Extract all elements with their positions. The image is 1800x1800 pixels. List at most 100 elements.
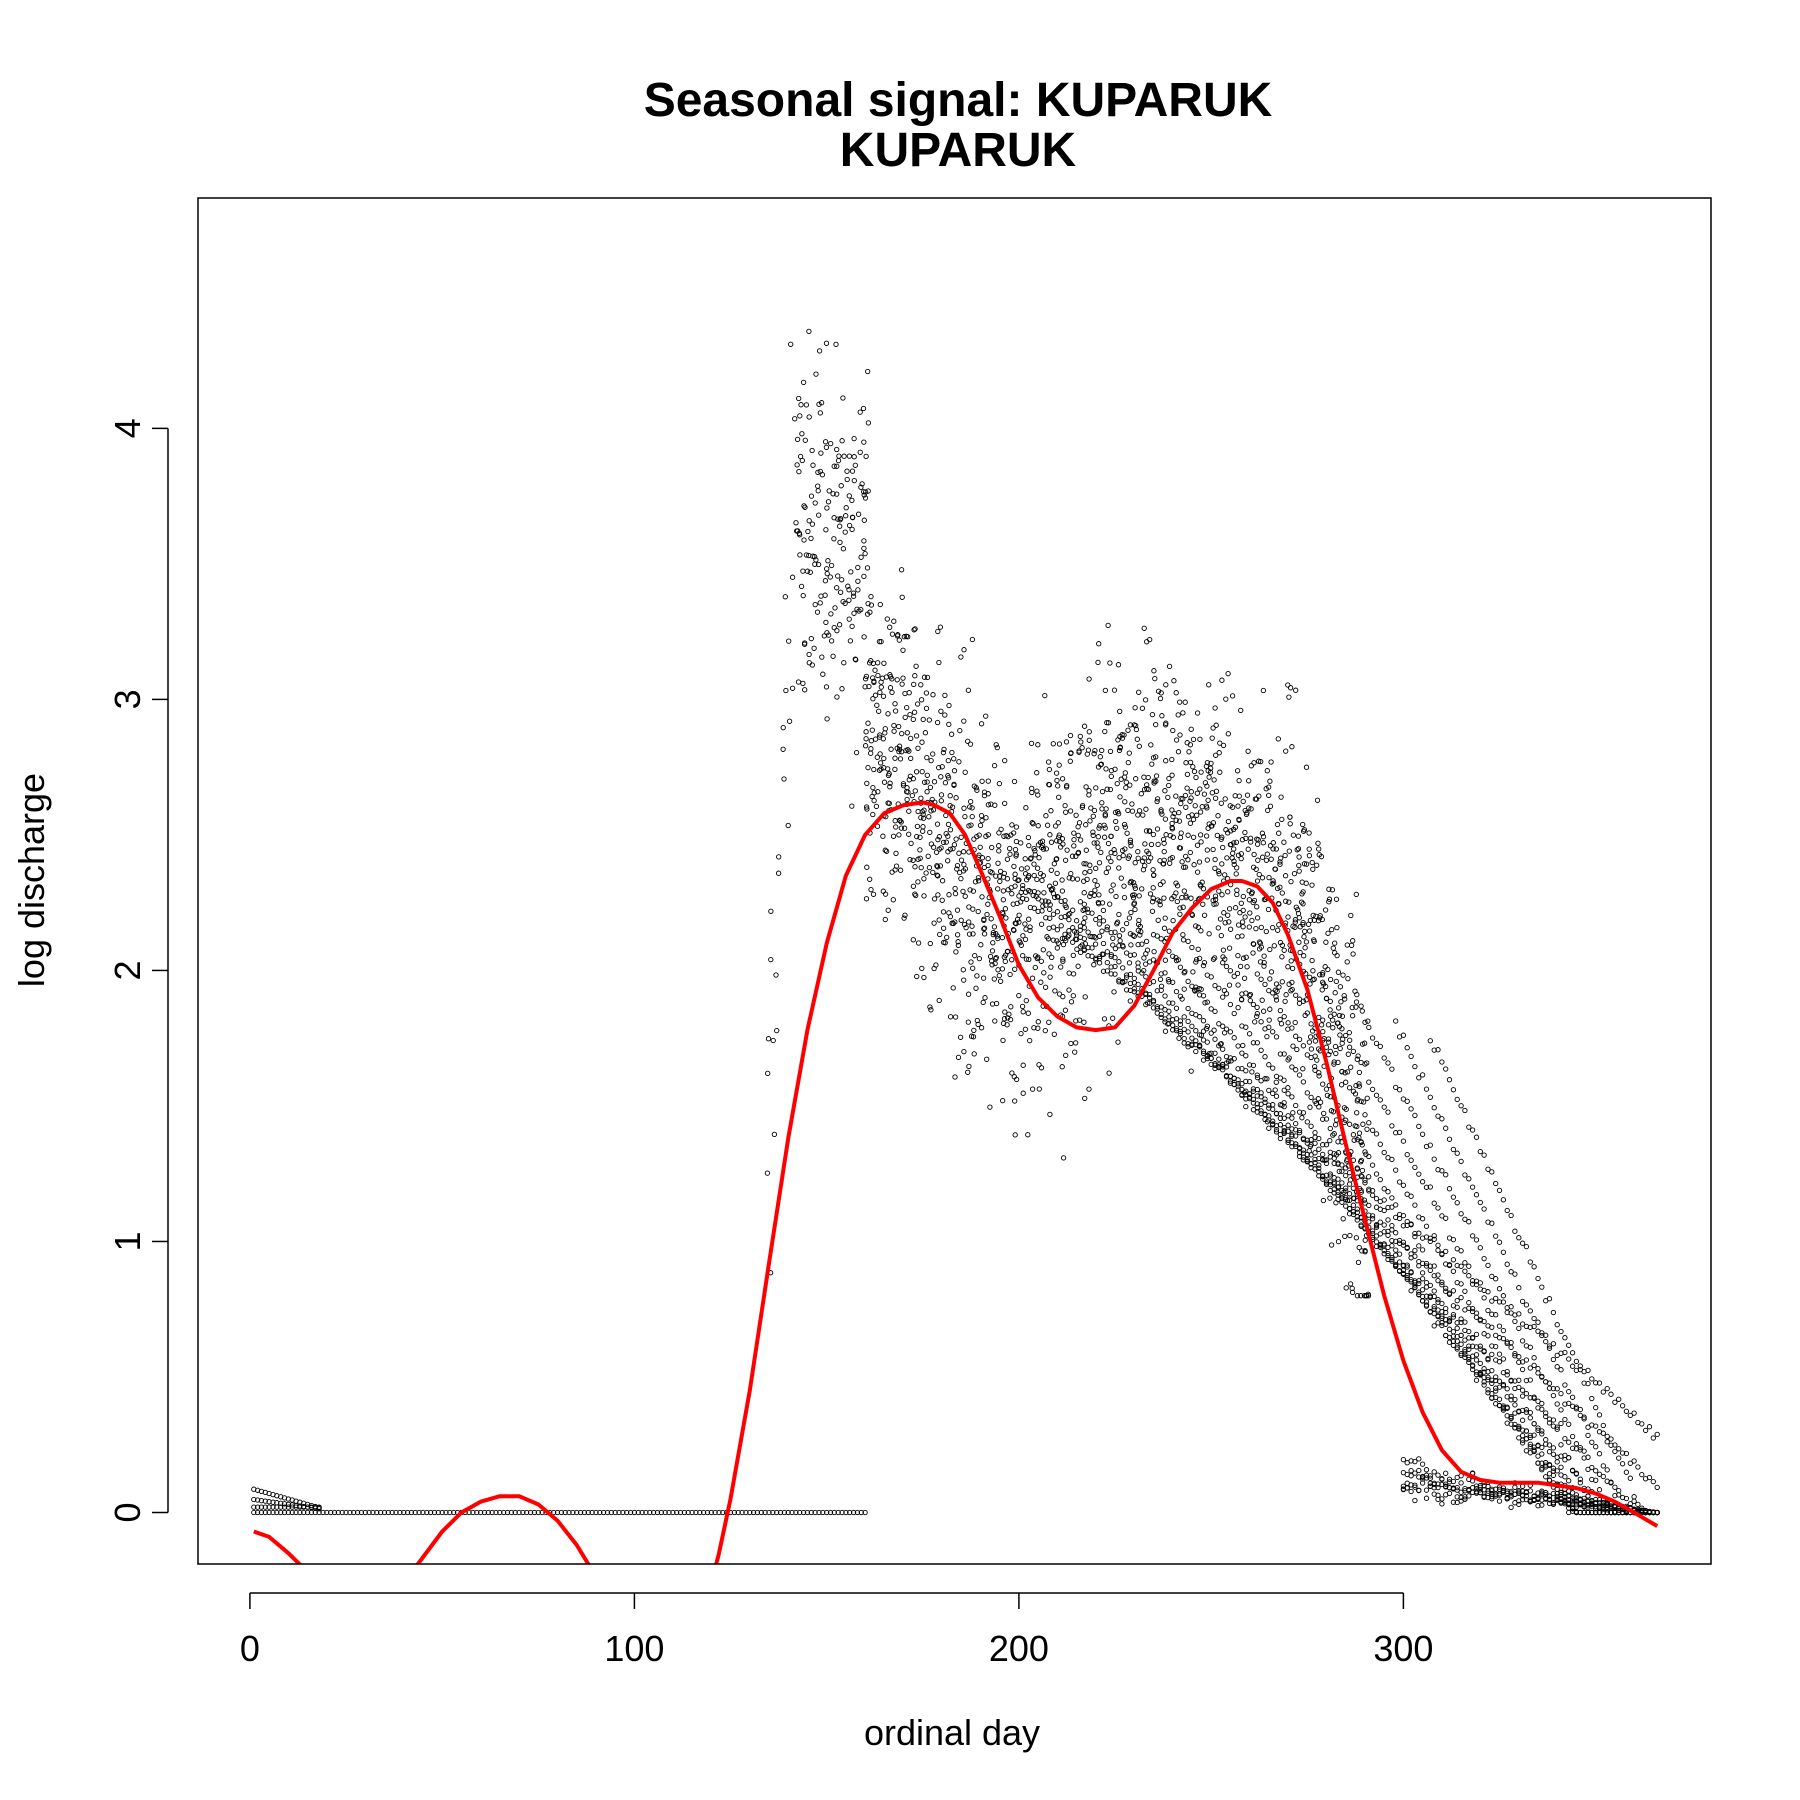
data-point (1496, 1286, 1503, 1292)
data-point (1039, 877, 1045, 884)
data-point (1282, 873, 1289, 879)
data-point (1550, 1341, 1557, 1347)
data-point (643, 1509, 649, 1516)
data-point (1112, 971, 1118, 977)
data-point (1190, 834, 1197, 840)
data-point (918, 864, 924, 871)
data-point (1342, 996, 1348, 1002)
data-point (1550, 1465, 1557, 1471)
data-point (1213, 722, 1219, 728)
data-point (1408, 1106, 1414, 1112)
data-point (842, 529, 848, 535)
data-point (955, 942, 962, 949)
data-point (1159, 713, 1165, 719)
data-point (793, 1509, 799, 1516)
data-point (1285, 1057, 1291, 1063)
data-point (1334, 924, 1340, 931)
data-point (831, 463, 837, 469)
data-point (1523, 1357, 1530, 1363)
data-point (377, 1509, 384, 1516)
data-point (1523, 1302, 1530, 1308)
data-point (1335, 1020, 1341, 1026)
data-point (1546, 1497, 1553, 1503)
data-point (1076, 1017, 1083, 1023)
data-point (1261, 963, 1267, 969)
data-point (1508, 1415, 1514, 1422)
data-point (1126, 915, 1133, 921)
data-point (1252, 1019, 1258, 1025)
data-point (1596, 1451, 1603, 1457)
data-point (1173, 880, 1179, 886)
data-point (1500, 1383, 1507, 1389)
data-point (780, 746, 786, 752)
data-point (1275, 927, 1281, 933)
data-point (1277, 939, 1284, 946)
data-point (816, 348, 823, 354)
data-point (1381, 1247, 1387, 1254)
data-point (1201, 791, 1208, 797)
data-point (813, 557, 819, 563)
data-point (958, 654, 964, 660)
data-point (923, 705, 930, 712)
data-point (1350, 938, 1356, 944)
data-point (1053, 856, 1059, 863)
data-point (1450, 1288, 1457, 1294)
data-point (1419, 1480, 1426, 1486)
data-point (1266, 1125, 1272, 1131)
data-point (1159, 811, 1165, 817)
data-point (1220, 947, 1227, 953)
data-point (1158, 936, 1164, 942)
data-point (1075, 849, 1082, 856)
data-point (1292, 1019, 1298, 1026)
data-point (1446, 1479, 1453, 1485)
data-point (926, 864, 933, 871)
data-point (1121, 821, 1128, 828)
data-point (558, 1509, 565, 1516)
data-point (1523, 1390, 1530, 1397)
data-point (1055, 940, 1062, 946)
data-point (1423, 1086, 1430, 1092)
data-point (1593, 1468, 1599, 1474)
data-point (1054, 909, 1061, 915)
data-point (912, 626, 918, 632)
data-point (1142, 697, 1149, 703)
data-point (1189, 1042, 1195, 1048)
data-point (1323, 1086, 1330, 1092)
data-point (1041, 970, 1047, 976)
data-point (1616, 1487, 1622, 1494)
data-point (1276, 901, 1282, 907)
data-point (1473, 1371, 1480, 1378)
data-point (1619, 1403, 1626, 1409)
data-point (919, 965, 925, 972)
data-point (880, 888, 886, 894)
data-point (1266, 784, 1272, 790)
data-point (1335, 1139, 1341, 1145)
data-point (900, 647, 906, 653)
data-point (1585, 1466, 1591, 1473)
data-point (1058, 923, 1064, 929)
data-point (920, 815, 927, 821)
data-point (1373, 1224, 1380, 1230)
data-point (1273, 1129, 1280, 1135)
data-point (1059, 888, 1066, 894)
data-point (1034, 955, 1040, 962)
data-point (1404, 1274, 1410, 1281)
data-point (1310, 912, 1316, 919)
data-point (1113, 818, 1119, 825)
data-point (1608, 1436, 1614, 1442)
data-point (816, 512, 822, 518)
data-point (1508, 1413, 1514, 1420)
data-point (1554, 1364, 1560, 1370)
data-point (1217, 740, 1223, 746)
data-point (1122, 799, 1128, 805)
data-point (1188, 726, 1194, 732)
data-point (1179, 894, 1185, 901)
data-point (1550, 1423, 1557, 1429)
data-point (1408, 1222, 1414, 1228)
data-point (1246, 805, 1252, 811)
data-point (925, 853, 931, 859)
data-point (1200, 1048, 1207, 1054)
data-point (1250, 1001, 1257, 1008)
data-point (1181, 864, 1187, 870)
data-point (1128, 909, 1134, 916)
